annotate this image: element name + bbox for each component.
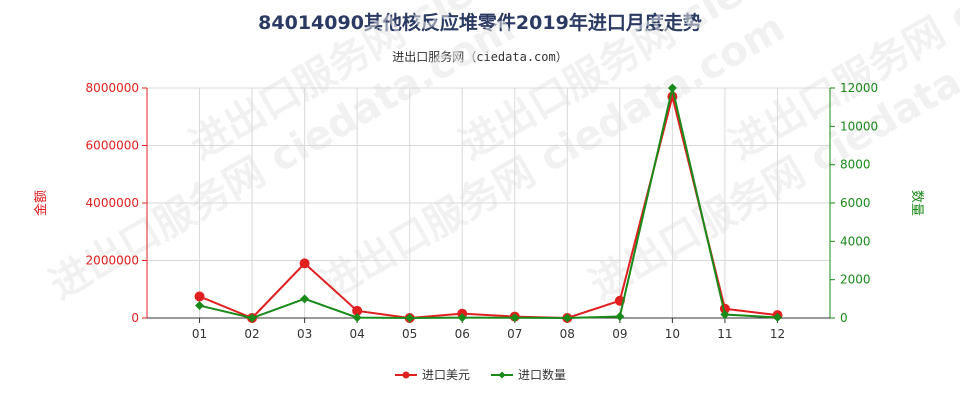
data-point — [457, 313, 467, 323]
x-tick-label: 05 — [402, 327, 417, 341]
y-left-axis-label: 金额 — [33, 190, 49, 216]
data-point — [667, 83, 677, 93]
y-left-tick-label: 4000000 — [86, 196, 139, 210]
data-point — [510, 313, 520, 323]
data-point — [562, 313, 572, 323]
data-point — [772, 312, 782, 322]
x-tick-label: 08 — [560, 327, 575, 341]
legend-label: 进口数量 — [518, 367, 566, 382]
data-point — [720, 310, 730, 320]
y-right-tick-label: 4000 — [840, 234, 871, 248]
y-right-tick-label: 2000 — [840, 273, 871, 287]
series-line — [199, 87, 778, 320]
chart-subtitle: 进出口服务网（ciedata.com） — [392, 50, 568, 64]
y-left-tick-label: 8000000 — [86, 81, 139, 95]
data-point — [300, 294, 310, 304]
series-line — [199, 96, 778, 320]
x-tick-label: 02 — [244, 327, 259, 341]
series-layer — [194, 83, 783, 323]
x-tick-label: 04 — [350, 327, 365, 341]
y-left-tick-label: 0 — [131, 311, 139, 325]
y-right-tick-label: 0 — [840, 311, 848, 325]
data-point — [352, 313, 362, 323]
chart-title: 84014090其他核反应堆零件2019年进口月度走势 — [258, 12, 702, 34]
y-right-tick-label: 8000 — [840, 158, 871, 172]
y-left-tick-label: 6000000 — [86, 139, 139, 153]
x-tick-label: 01 — [192, 327, 207, 341]
y-left-tick-label: 2000000 — [86, 254, 139, 268]
y-right-tick-label: 12000 — [840, 81, 878, 95]
legend-marker — [498, 371, 506, 379]
legend: 进口美元 进口数量 — [395, 367, 566, 382]
x-tick-label: 12 — [770, 327, 785, 341]
data-point — [405, 313, 415, 323]
x-tick-label: 06 — [455, 327, 470, 341]
y-right-tick-label: 10000 — [840, 119, 878, 133]
data-point — [299, 258, 310, 269]
data-point — [352, 305, 363, 316]
data-point — [615, 311, 625, 321]
legend-marker — [402, 371, 410, 379]
y-right-axis-label: 数量 — [909, 190, 924, 216]
x-tick-label: 09 — [612, 327, 627, 341]
data-point — [195, 301, 205, 311]
y-right-tick-label: 6000 — [840, 196, 871, 210]
data-point — [247, 313, 257, 323]
x-tick-label: 11 — [717, 327, 732, 341]
x-tick-label: 07 — [507, 327, 522, 341]
legend-label: 进口美元 — [422, 368, 470, 382]
x-tick-label: 03 — [297, 327, 312, 341]
x-tick-label: 10 — [665, 327, 680, 341]
data-point — [194, 291, 205, 302]
